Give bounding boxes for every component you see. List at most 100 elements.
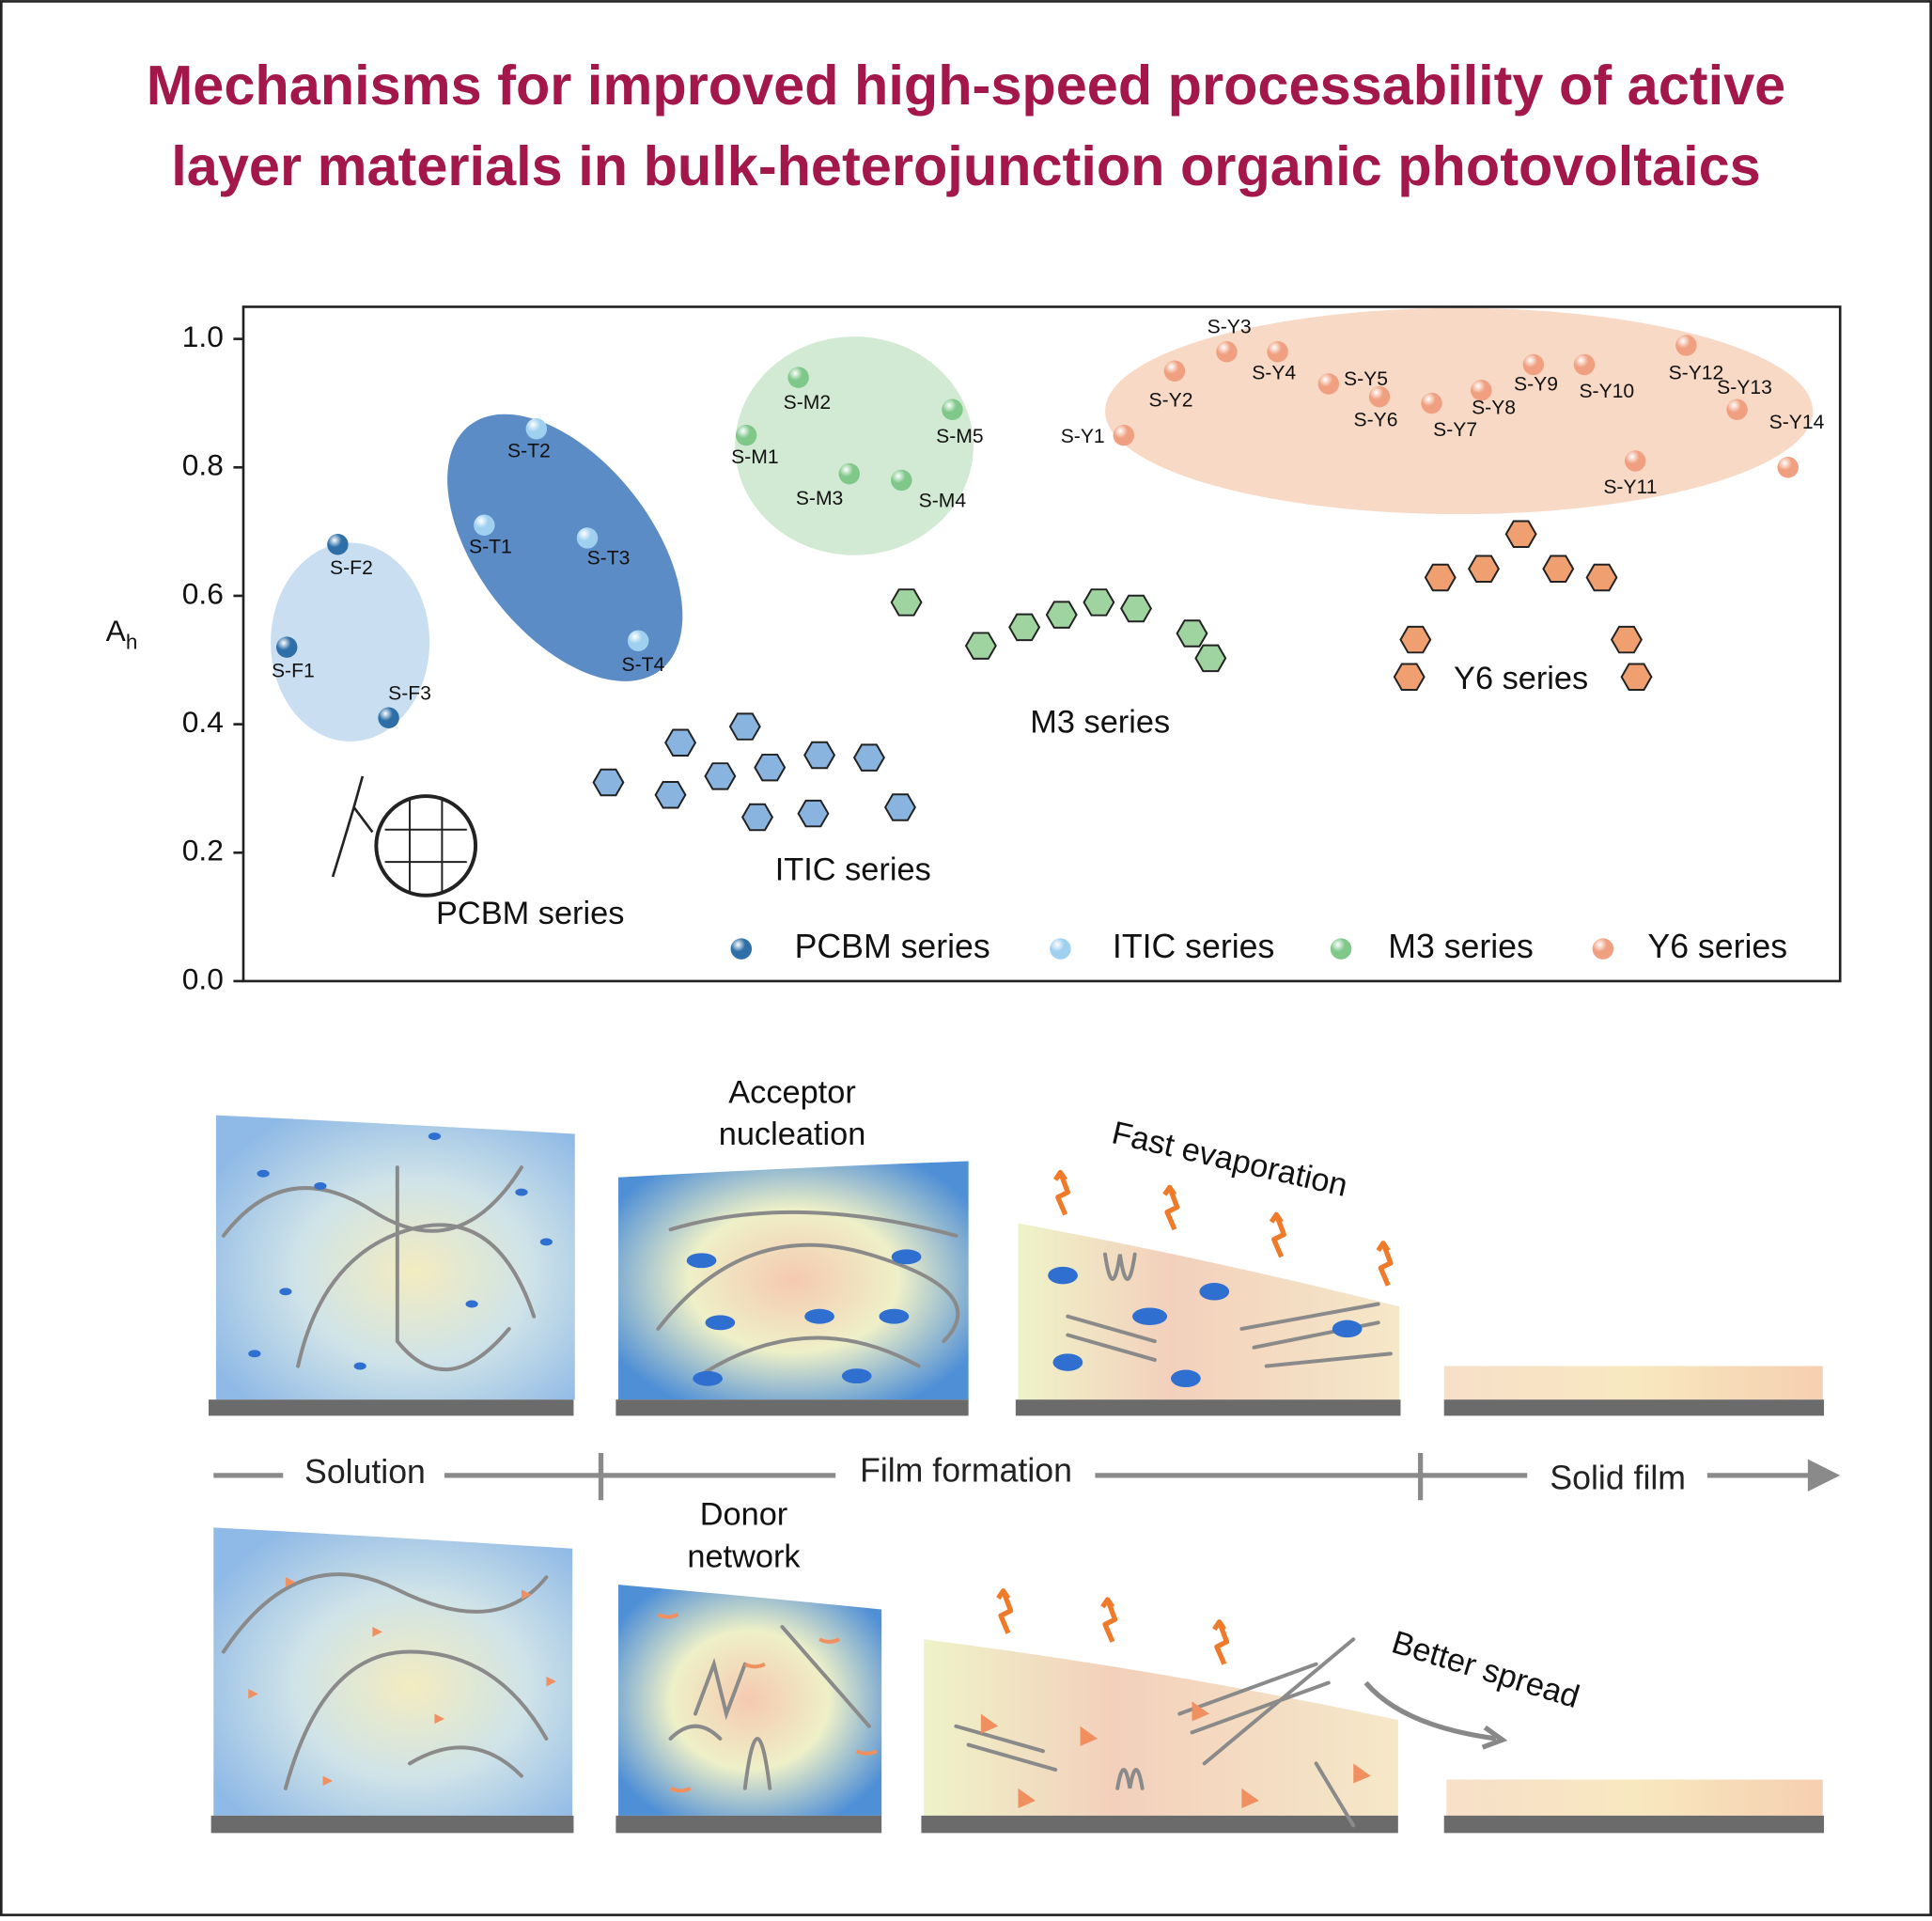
acceptor-blobs: [248, 1132, 1363, 1388]
point: [1522, 353, 1545, 376]
point: [525, 418, 548, 440]
network-panel: [618, 1585, 882, 1816]
solid-film-panel: [1443, 1366, 1823, 1400]
chart: 0.0 0.2 0.4 0.6 0.8 1.0 Ah S-F1 S-F2 S-F3 S-T1 S-T2…: [106, 305, 1842, 995]
y-tick-label: 0.4: [182, 705, 224, 739]
structure-label: M3 series: [1030, 705, 1170, 741]
ellipse: [735, 336, 974, 555]
annotation: nucleation: [719, 1117, 866, 1152]
fullerene: [374, 794, 478, 898]
point: [627, 630, 649, 652]
y-tick-label: 0.8: [182, 448, 224, 482]
point: [1471, 380, 1492, 401]
bond: [331, 775, 374, 878]
point-label: S-Y6: [1354, 410, 1398, 431]
y-tick-label: 0.6: [182, 576, 224, 610]
point-label: S-Y1: [1061, 426, 1105, 447]
evaporation-panel: [924, 1639, 1398, 1816]
legend-marker: [1050, 938, 1071, 960]
point: [942, 398, 963, 421]
process-diagram: Solution Film formation Solid film Accep…: [208, 1074, 1841, 1834]
point-label: S-Y8: [1472, 397, 1516, 418]
donor-blobs: [248, 1577, 1371, 1808]
point-label: S-Y13: [1717, 377, 1772, 398]
y-tick-label: 0.2: [182, 834, 224, 867]
y-axis-label: A: [106, 614, 127, 648]
spread-arrow: [1363, 1680, 1497, 1741]
legend-label: Y6 series: [1647, 928, 1787, 965]
point-label: S-M2: [784, 392, 831, 414]
point: [1163, 360, 1186, 383]
y-axis-label: Ah: [106, 614, 138, 653]
point-label: S-Y11: [1603, 476, 1657, 498]
point: [1421, 392, 1442, 414]
title: layer materials in bulk-heterojunction o…: [171, 134, 1760, 197]
legend-marker: [730, 938, 753, 960]
structure-label: PCBM series: [436, 896, 624, 931]
y-tick-label: 0.0: [182, 961, 224, 995]
point-label: S-T1: [469, 536, 512, 557]
point: [576, 527, 599, 549]
point: [1624, 450, 1646, 472]
point: [327, 534, 349, 555]
point: [1368, 385, 1391, 408]
annotation: network: [687, 1538, 801, 1574]
point-label: S-F2: [330, 557, 373, 579]
point-label: S-Y10: [1579, 381, 1634, 402]
point: [1317, 373, 1340, 395]
annotation: Better spread: [1388, 1624, 1583, 1715]
point: [787, 367, 809, 388]
annotation: Fast evaporation: [1109, 1115, 1351, 1204]
point: [1726, 398, 1748, 421]
point: [838, 462, 861, 485]
legend-label: ITIC series: [1113, 928, 1274, 965]
substrates: [208, 1399, 1825, 1834]
point-label: S-Y14: [1769, 412, 1825, 433]
itic-core: [592, 712, 916, 832]
point-label: S-Y7: [1433, 419, 1477, 441]
point: [735, 424, 757, 446]
point: [1267, 341, 1288, 363]
point-label: S-F1: [272, 661, 315, 682]
point-label: S-M3: [796, 488, 843, 509]
point-label: S-T2: [507, 441, 551, 462]
point-label: S-F3: [388, 682, 431, 704]
spread-arrow: [1481, 1725, 1508, 1750]
annotation: Donor: [700, 1497, 788, 1533]
legend-label: M3 series: [1388, 928, 1534, 965]
point-label: S-T3: [587, 547, 631, 569]
point: [1573, 353, 1596, 376]
solid-film-panel: [1446, 1779, 1823, 1816]
structure-label: ITIC series: [775, 852, 931, 888]
stage-label: Film formation: [860, 1452, 1072, 1490]
solution-panel: [213, 1527, 573, 1816]
point-label: S-M1: [731, 446, 778, 468]
title: Mechanisms for improved high-speed proce…: [147, 54, 1785, 117]
legend-label: PCBM series: [795, 928, 990, 965]
point-label: S-Y9: [1514, 373, 1558, 395]
point: [1777, 457, 1799, 478]
legend-marker: [1330, 938, 1352, 960]
evaporation-panel: [1018, 1223, 1400, 1400]
point-label: S-Y2: [1149, 389, 1193, 411]
point-label: S-Y4: [1252, 362, 1296, 383]
point: [1675, 335, 1697, 356]
molecules: [331, 520, 1653, 898]
point-label: S-Y3: [1208, 316, 1252, 337]
timeline-arrowhead: [1807, 1459, 1841, 1492]
point-label: S-M4: [919, 490, 967, 511]
fullerene: [384, 798, 467, 894]
point: [1216, 341, 1238, 363]
timeline: [213, 1453, 1814, 1501]
stage-label: Solid film: [1550, 1460, 1686, 1497]
point: [891, 469, 912, 492]
point: [474, 514, 495, 537]
legend-marker: [1592, 938, 1614, 960]
ellipse: [271, 542, 430, 742]
point-label: S-Y5: [1344, 368, 1388, 390]
m3-core: [890, 588, 1227, 673]
stage-label: Solution: [304, 1453, 426, 1491]
